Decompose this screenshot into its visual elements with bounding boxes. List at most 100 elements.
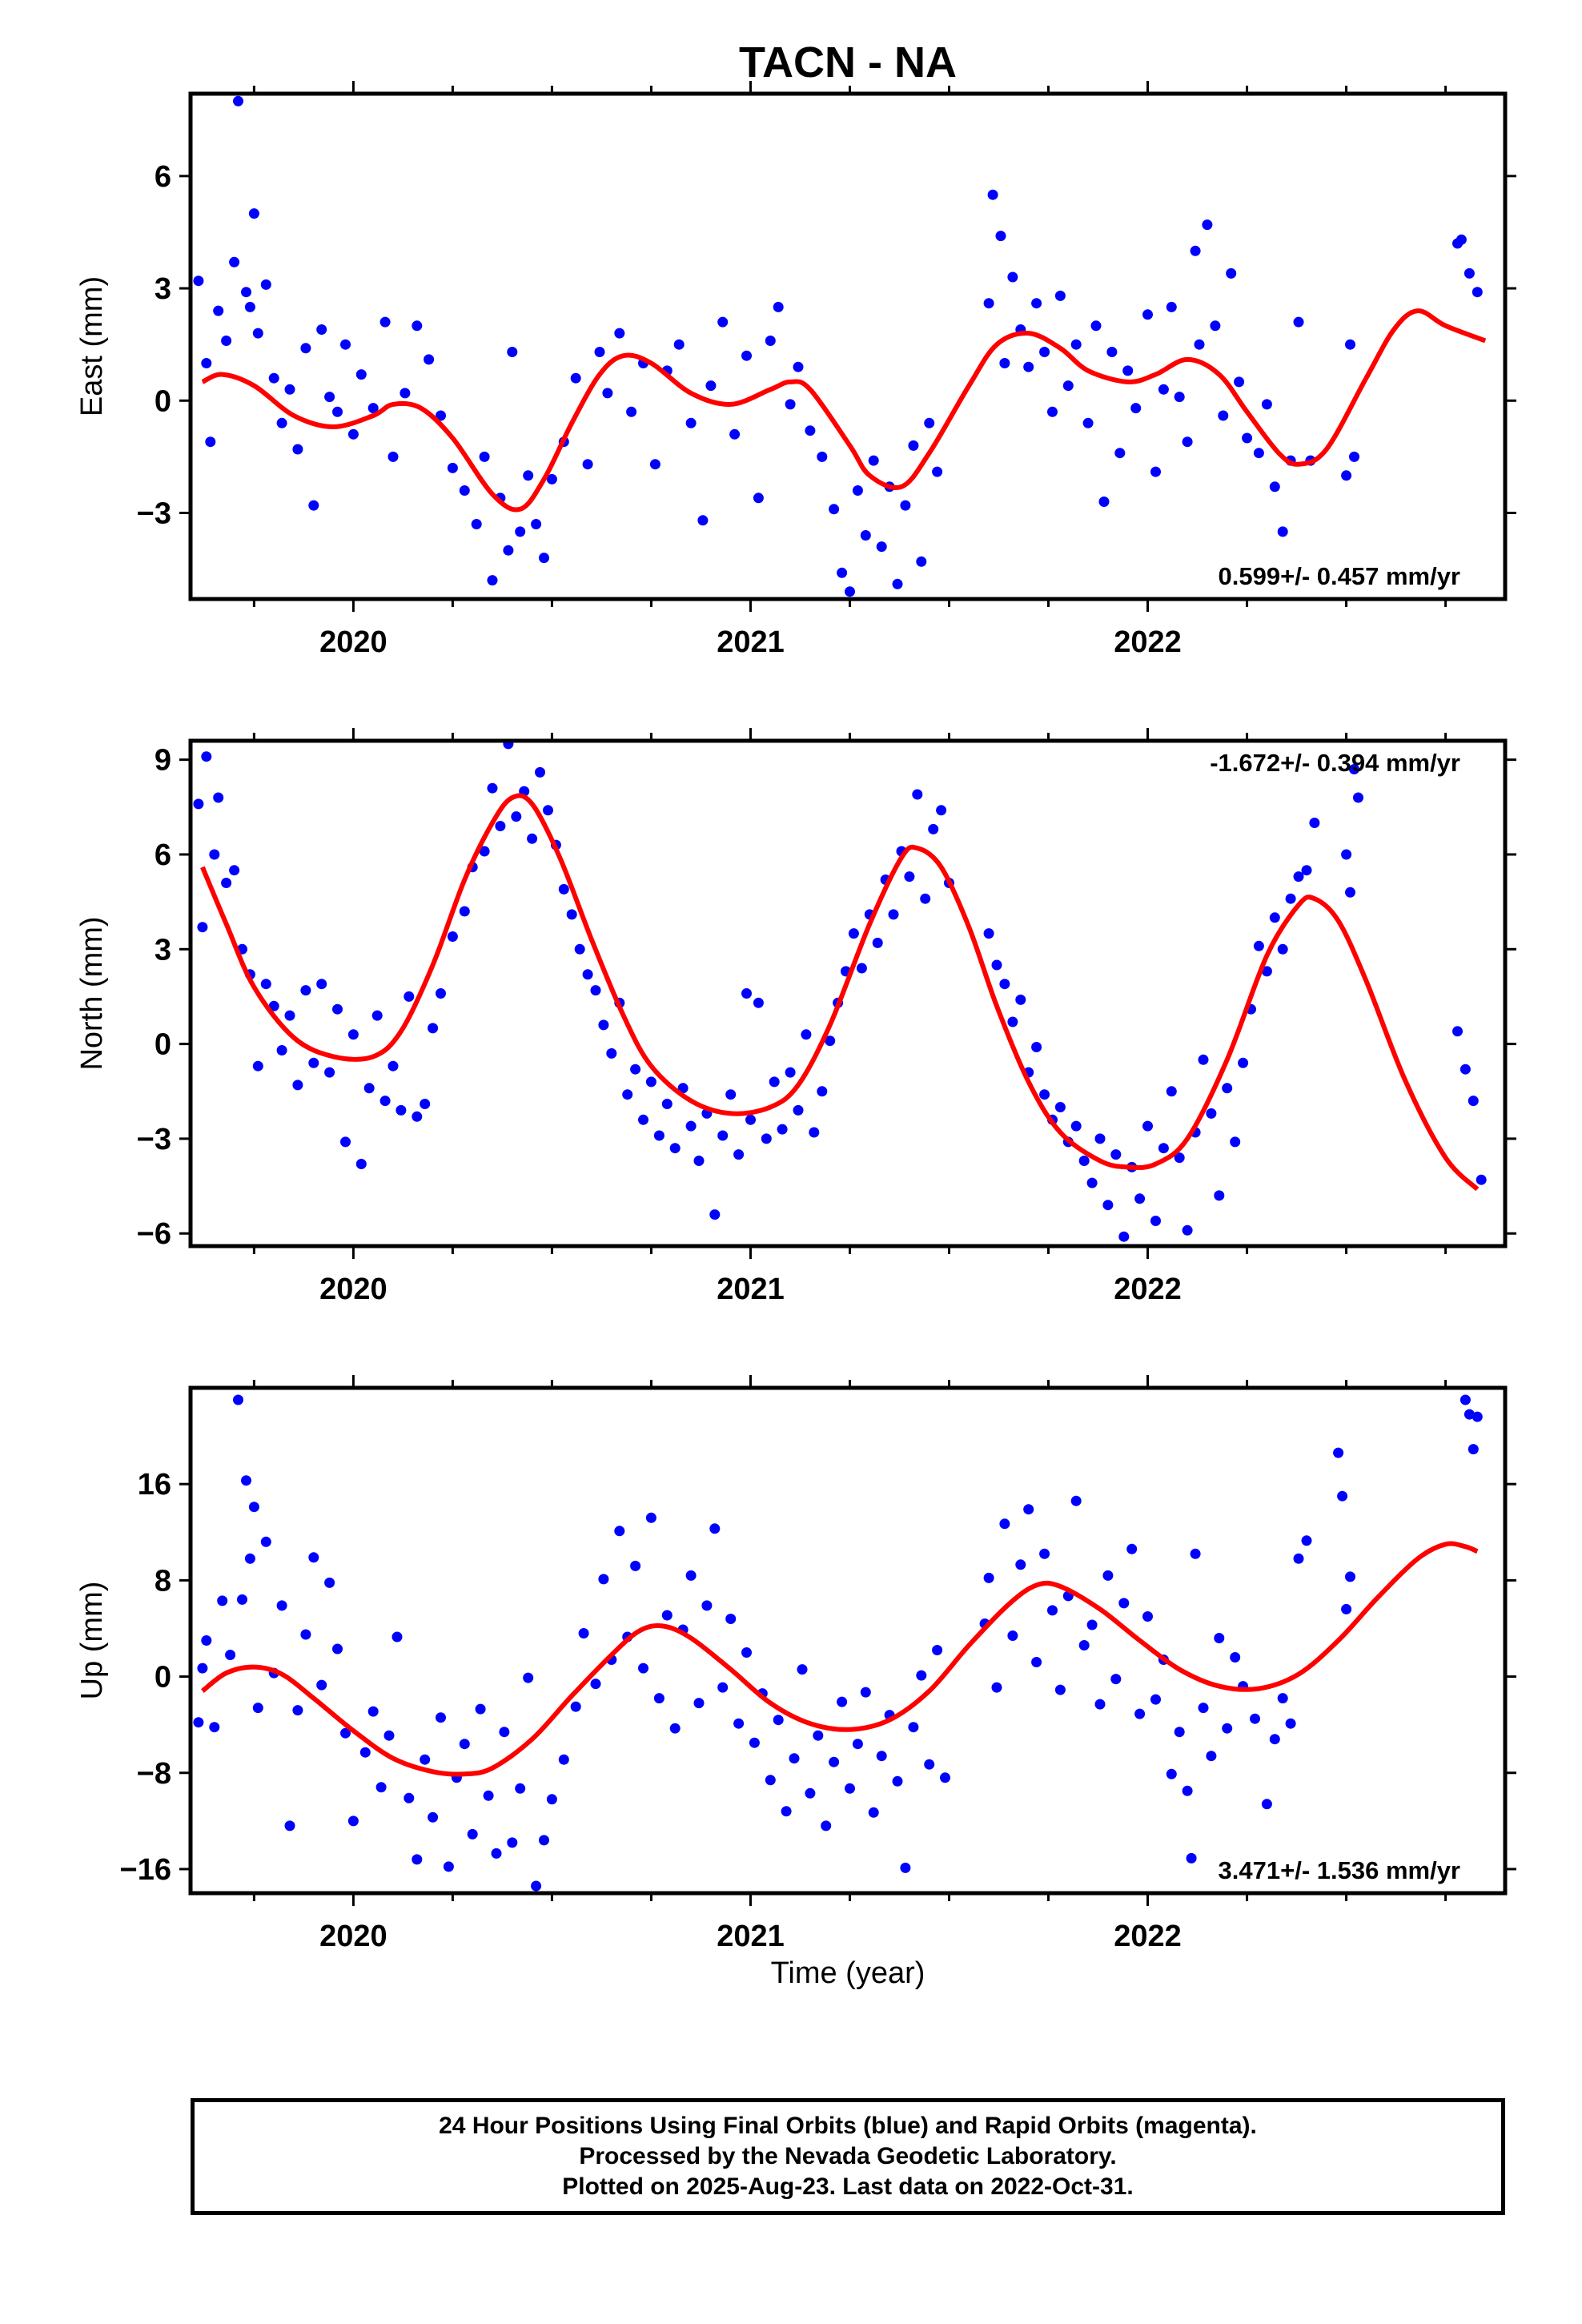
data-point <box>260 1536 271 1547</box>
data-point <box>507 347 518 357</box>
panel-2: −16 −8 0 8 16 2020 2021 2022 Up (mm) 3.471+/- 1.5… <box>75 1375 1516 1953</box>
data-point <box>1039 1548 1050 1559</box>
data-point <box>856 963 867 974</box>
data-point <box>773 1715 784 1726</box>
data-point <box>725 1614 737 1624</box>
data-point <box>495 821 506 831</box>
data-point <box>412 1111 423 1122</box>
y-tick-label: −16 <box>120 1853 171 1887</box>
y-tick-label: 16 <box>138 1468 171 1502</box>
data-point <box>848 928 859 939</box>
data-point <box>1198 1054 1209 1065</box>
data-point <box>1222 1083 1233 1094</box>
data-point <box>268 372 279 384</box>
data-point <box>1460 1394 1471 1405</box>
data-point <box>387 1060 399 1072</box>
data-point <box>1086 1177 1098 1188</box>
data-point <box>1206 1751 1217 1762</box>
scatter-series <box>193 741 1487 1242</box>
data-point <box>503 545 514 556</box>
data-point <box>1070 1495 1082 1506</box>
data-point <box>852 485 863 496</box>
data-point <box>1301 865 1312 876</box>
rate-annotation: 0.599+/- 0.457 mm/yr <box>1219 562 1460 590</box>
data-point <box>1472 287 1483 298</box>
data-point <box>1345 887 1355 898</box>
data-point <box>459 485 470 496</box>
data-point <box>359 1747 371 1758</box>
data-point <box>1142 309 1153 320</box>
data-point <box>1277 1693 1288 1704</box>
data-point <box>1277 526 1288 537</box>
y-axis-label: Up (mm) <box>75 1582 109 1700</box>
data-point <box>1023 361 1034 372</box>
data-point <box>1150 1694 1161 1705</box>
data-point <box>829 1756 840 1767</box>
data-point <box>733 1718 745 1729</box>
data-point <box>1174 1152 1185 1164</box>
data-point <box>308 1057 319 1068</box>
data-point <box>383 1730 395 1741</box>
fit-curve <box>201 308 1487 513</box>
data-point <box>1166 1086 1177 1097</box>
data-point <box>1337 1490 1348 1502</box>
data-point <box>531 519 542 529</box>
data-point <box>741 988 752 999</box>
data-point <box>523 470 534 481</box>
data-point <box>531 1880 542 1892</box>
data-point <box>1238 1057 1249 1068</box>
data-point <box>1277 943 1288 955</box>
y-axis-label: North (mm) <box>75 916 109 1070</box>
data-point <box>598 1574 609 1585</box>
rate-annotation: 3.471+/- 1.536 mm/yr <box>1219 1856 1460 1884</box>
data-point <box>892 578 903 589</box>
data-point <box>661 1610 673 1621</box>
data-point <box>1174 1727 1185 1738</box>
data-point <box>761 1133 772 1144</box>
data-point <box>217 1595 228 1606</box>
data-point <box>638 1114 648 1125</box>
data-point <box>908 440 919 451</box>
data-point <box>653 1130 665 1141</box>
data-point <box>582 459 593 470</box>
data-point <box>1110 1674 1122 1685</box>
data-point <box>574 943 585 955</box>
data-point <box>1269 912 1280 923</box>
x-tick-label: 2022 <box>1114 1920 1182 1953</box>
data-point <box>499 1727 510 1738</box>
data-point <box>709 1523 721 1534</box>
data-point <box>1194 339 1205 350</box>
data-point <box>630 1063 641 1075</box>
data-point <box>685 1570 697 1581</box>
data-point <box>1047 406 1058 417</box>
data-point <box>1118 1231 1130 1242</box>
data-point <box>371 1010 383 1021</box>
x-tick-label: 2020 <box>319 1273 387 1306</box>
data-point <box>201 358 212 368</box>
panel-1: −6 −3 0 3 6 9 2020 2021 2022 North (mm) -1.672+/- … <box>75 728 1516 1306</box>
data-point <box>375 1782 387 1793</box>
data-point <box>983 298 994 309</box>
data-point <box>1198 1703 1209 1714</box>
data-point <box>1102 1200 1114 1211</box>
data-point <box>225 1650 236 1660</box>
data-point <box>1094 1699 1106 1710</box>
y-axis-label: East (mm) <box>75 276 109 416</box>
data-point <box>1345 339 1355 350</box>
data-point <box>709 1209 721 1220</box>
data-point <box>749 1737 760 1748</box>
data-point <box>355 369 367 380</box>
data-point <box>209 1722 220 1733</box>
data-point <box>1118 1598 1130 1609</box>
data-point <box>888 909 899 920</box>
data-point <box>1261 966 1272 977</box>
data-point <box>924 1759 935 1770</box>
data-point <box>276 417 287 428</box>
data-point <box>1333 1447 1344 1458</box>
data-point <box>1269 1734 1280 1745</box>
data-point <box>653 1693 665 1704</box>
data-point <box>872 937 883 948</box>
data-point <box>999 1518 1010 1530</box>
data-point <box>801 1029 812 1040</box>
info-line-2: Processed by the Nevada Geodetic Laborat… <box>579 2143 1117 2169</box>
